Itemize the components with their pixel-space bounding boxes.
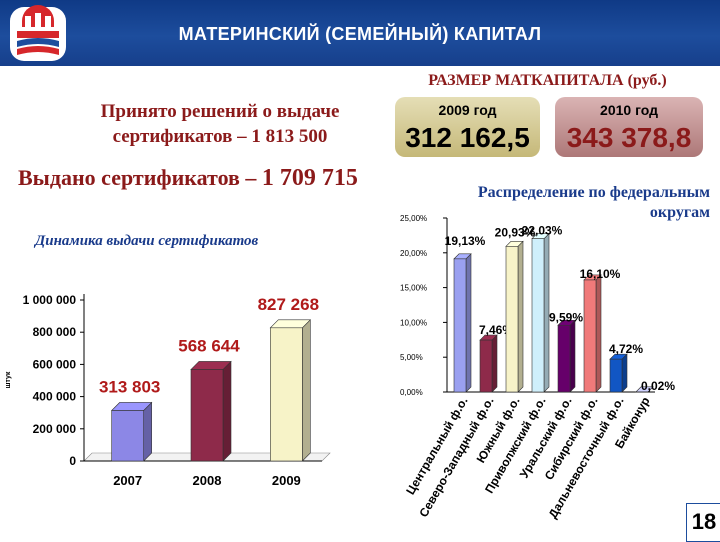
dynamics-ylabel: штук [5, 371, 12, 388]
federal-value-label: 4,72% [609, 342, 643, 356]
federal-ytick-label: 10,00% [400, 318, 427, 327]
dynamics-category-label: 2009 [272, 473, 301, 488]
federal-value-label: 19,13% [445, 234, 486, 248]
dynamics-ytick-label: 200 000 [33, 422, 77, 436]
dynamics-ytick-label: 1 000 000 [23, 293, 77, 307]
dynamics-bar [270, 328, 302, 461]
federal-bar [610, 359, 622, 392]
federal-ytick-label: 15,00% [400, 284, 427, 293]
dynamics-category-label: 2008 [193, 473, 222, 488]
dynamics-category-label: 2007 [113, 473, 142, 488]
federal-bar [532, 239, 544, 392]
federal-value-label: 9,59% [549, 310, 583, 324]
dynamics-ytick-label: 0 [69, 454, 76, 468]
dynamics-ytick-label: 600 000 [33, 357, 77, 371]
federal-value-label: 16,10% [580, 267, 621, 281]
dynamics-value-label: 827 268 [258, 295, 319, 314]
federal-bar [584, 280, 596, 392]
federal-ytick-label: 0,00% [400, 388, 423, 397]
federal-bar [506, 246, 518, 392]
federal-bar-side [596, 275, 601, 392]
dynamics-bar [112, 410, 144, 461]
federal-bar-side [466, 254, 471, 392]
federal-value-label: 0,02% [641, 379, 675, 393]
dynamics-value-label: 313 803 [99, 377, 160, 396]
federal-ytick-label: 5,00% [400, 353, 423, 362]
dynamics-bar [191, 369, 223, 461]
dynamics-value-label: 568 644 [178, 336, 240, 355]
dynamics-bar-side [223, 361, 231, 461]
federal-bar [558, 325, 570, 392]
federal-ytick-label: 25,00% [400, 214, 427, 223]
federal-bar-side [622, 354, 627, 392]
federal-bar-side [570, 320, 575, 392]
federal-bar [480, 340, 492, 392]
federal-bar-side [492, 335, 497, 392]
page-number: 18 [686, 503, 720, 542]
federal-ytick-label: 20,00% [400, 249, 427, 258]
federal-bar-side [518, 241, 523, 392]
federal-bar [454, 259, 466, 392]
dynamics-ytick-label: 400 000 [33, 390, 77, 404]
dynamics-ytick-label: 800 000 [33, 325, 77, 339]
federal-value-label: 22,03% [522, 224, 563, 238]
dynamics-bar-side [302, 320, 310, 461]
dynamics-bar-side [144, 402, 152, 461]
